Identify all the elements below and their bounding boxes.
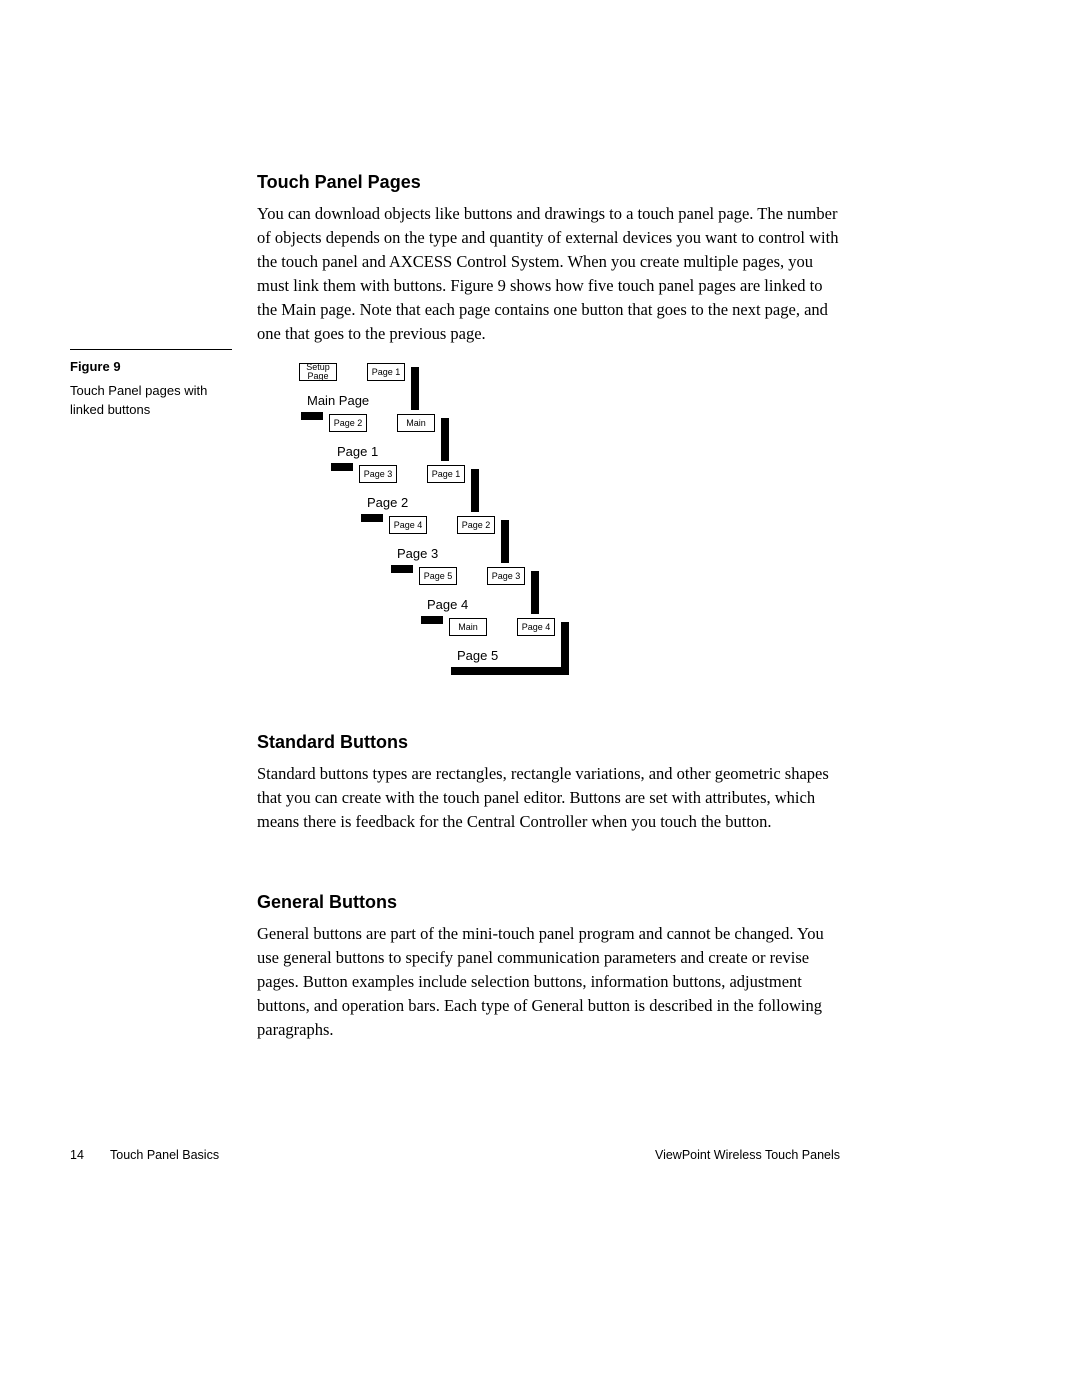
figure-caption: Touch Panel pages with linked buttons [70,382,232,420]
nav-button-prev: Page 4 [389,516,427,534]
nav-button-prev: Page 2 [329,414,367,432]
nav-button-prev: Main [449,618,487,636]
footer-left: Touch Panel Basics [110,1148,219,1162]
page-title-label: Main Page [307,393,369,408]
footer-right: ViewPoint Wireless Touch Panels [655,1148,840,1162]
page-title-label: Page 4 [427,597,468,612]
page-title-label: Page 5 [457,648,498,663]
paragraph-standard-buttons: Standard buttons types are rectangles, r… [257,762,839,834]
heading-standard-buttons: Standard Buttons [257,732,408,753]
nav-button-next: Main [397,414,435,432]
paragraph-touch-panel-pages: You can download objects like buttons an… [257,202,839,346]
nav-button-next: Page 4 [517,618,555,636]
page-title-label: Page 3 [397,546,438,561]
page-title-label: Page 1 [337,444,378,459]
nav-button-prev: Page 3 [359,465,397,483]
paragraph-general-buttons: General buttons are part of the mini-tou… [257,922,839,1042]
footer-page-number: 14 [70,1148,84,1162]
page-title-label: Page 2 [367,495,408,510]
sidebar-rule [70,349,232,350]
figure-9-diagram: Setup Page Page 1 Main Page Page 2 Main Page … [293,359,593,699]
figure-label: Figure 9 [70,359,121,374]
page-shadow [451,667,569,675]
nav-button-next: Page 3 [487,567,525,585]
nav-button-prev: Setup Page [299,363,337,381]
nav-button-next: Page 1 [427,465,465,483]
heading-touch-panel-pages: Touch Panel Pages [257,172,421,193]
nav-button-prev: Page 5 [419,567,457,585]
nav-button-next: Page 2 [457,516,495,534]
heading-general-buttons: General Buttons [257,892,397,913]
nav-button-next: Page 1 [367,363,405,381]
